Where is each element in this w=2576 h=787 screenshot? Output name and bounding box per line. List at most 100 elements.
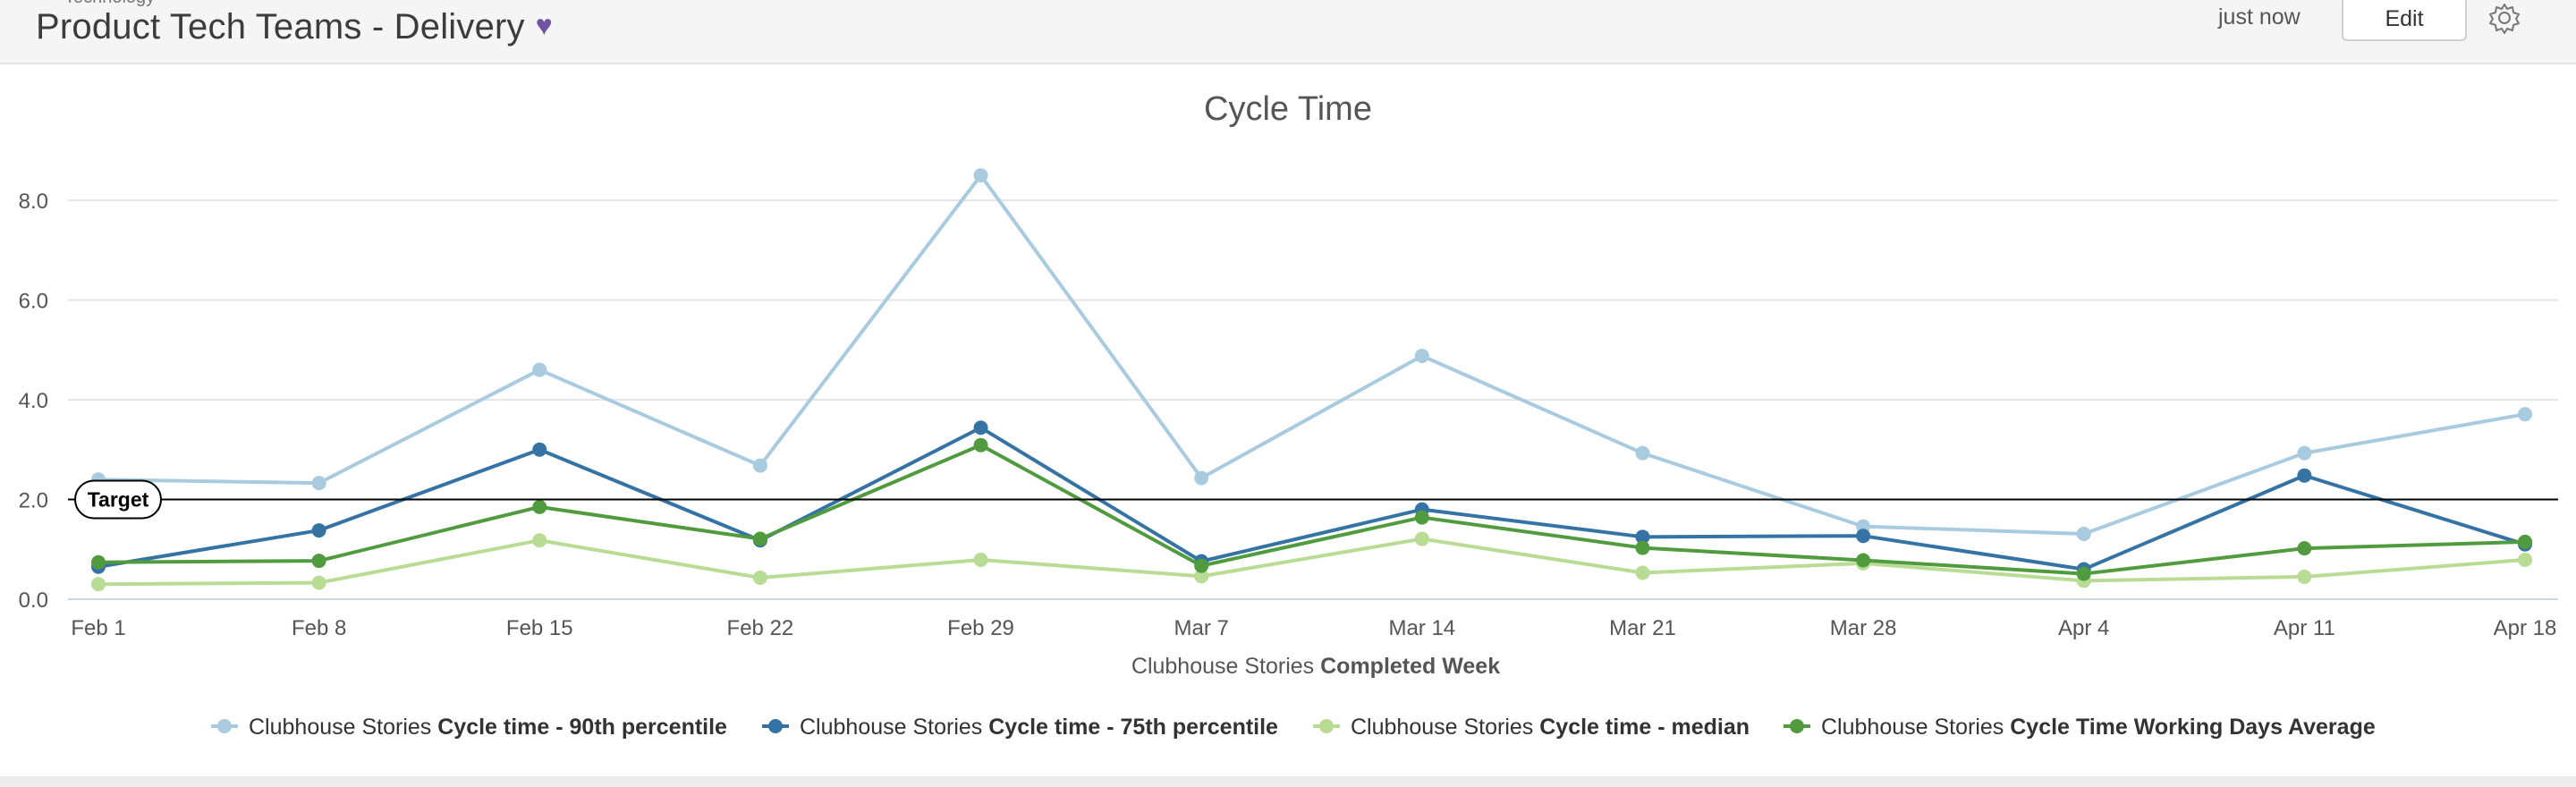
chart-title: Cycle Time xyxy=(1204,90,1372,128)
heart-icon[interactable]: ♥ xyxy=(535,9,553,41)
legend-swatch-dot xyxy=(1790,719,1804,733)
updated-status: just now xyxy=(2218,4,2301,30)
data-point xyxy=(2076,526,2091,541)
legend-label-name: Cycle time - 90th percentile xyxy=(437,715,727,740)
legend-swatch-dot xyxy=(217,719,232,733)
data-point xyxy=(2518,407,2532,422)
x-tick-label: Mar 7 xyxy=(1174,616,1229,640)
data-point xyxy=(2518,552,2532,567)
legend-swatch-dot xyxy=(1319,719,1334,733)
legend-item[interactable]: Clubhouse Stories Cycle Time Working Day… xyxy=(1784,715,2376,740)
series-2 xyxy=(91,420,2532,577)
legend-label-prefix: Clubhouse Stories xyxy=(249,715,437,740)
cycle-time-chart: Cycle Time 0.0 2.0 4.0 6.0 8.0 Feb 1 Feb 8 Feb… xyxy=(19,90,2558,740)
data-point xyxy=(311,523,326,538)
data-point xyxy=(752,458,767,473)
legend-label-prefix: Clubhouse Stories xyxy=(1821,715,2010,740)
data-point xyxy=(91,577,106,592)
y-tick-label: 0.0 xyxy=(19,588,48,613)
x-axis-label-prefix: Clubhouse Stories xyxy=(1131,654,1320,679)
data-point xyxy=(532,533,547,548)
gear-icon[interactable] xyxy=(2487,0,2522,36)
x-axis-label-bold: Completed Week xyxy=(1320,654,1500,679)
data-point xyxy=(973,437,988,453)
x-tick-label: Feb 22 xyxy=(727,616,794,640)
legend-item[interactable]: Clubhouse Stories Cycle time - 90th perc… xyxy=(211,715,727,740)
x-tick-label: Apr 11 xyxy=(2274,616,2335,640)
target-label: Target xyxy=(88,488,149,512)
legend-label: Clubhouse Stories Cycle time - 75th perc… xyxy=(800,715,1278,740)
series-4 xyxy=(91,437,2532,581)
data-point xyxy=(1856,529,1871,544)
data-point xyxy=(1194,470,1209,486)
page-title-text: Product Tech Teams - Delivery xyxy=(36,7,525,47)
x-tick-label: Feb 1 xyxy=(71,616,125,640)
data-point xyxy=(1635,445,1650,461)
legend-label: Clubhouse Stories Cycle time - median xyxy=(1351,715,1750,740)
data-point xyxy=(1414,348,1429,363)
breadcrumb[interactable]: Technology xyxy=(64,0,155,8)
data-point xyxy=(532,362,547,377)
target-badge-bg xyxy=(74,479,162,520)
series-line xyxy=(97,537,2526,587)
page-footer-strip xyxy=(0,776,2576,787)
chart-card: Cycle Time 0.0 2.0 4.0 6.0 8.0 Feb 1 Feb 8 Feb… xyxy=(0,64,2576,776)
x-tick-label: Feb 8 xyxy=(292,616,346,640)
legend-label-name: Cycle Time Working Days Average xyxy=(2010,715,2376,740)
legend-label-name: Cycle time - median xyxy=(1539,715,1750,740)
data-point xyxy=(1414,510,1429,525)
data-point xyxy=(1635,529,1650,545)
x-tick-label: Feb 15 xyxy=(506,616,573,640)
series-line xyxy=(97,443,2526,576)
data-point xyxy=(311,476,326,491)
legend-item[interactable]: Clubhouse Stories Cycle time - 75th perc… xyxy=(762,715,1278,740)
legend-item[interactable]: Clubhouse Stories Cycle time - median xyxy=(1313,715,1750,740)
x-axis-label: Clubhouse Stories Completed Week xyxy=(1131,654,1500,679)
x-tick-label: Mar 14 xyxy=(1388,616,1455,640)
x-tick-label: Apr 18 xyxy=(2494,616,2557,640)
data-point xyxy=(1414,531,1429,546)
y-tick-label: 4.0 xyxy=(19,389,48,413)
legend-swatch-dot xyxy=(768,719,783,733)
data-point xyxy=(91,554,106,570)
data-point xyxy=(752,531,767,546)
data-point xyxy=(1194,569,1209,584)
data-point xyxy=(1635,540,1650,555)
data-point xyxy=(532,442,547,457)
data-point xyxy=(2076,566,2091,581)
page-title: Product Tech Teams - Delivery ♥ xyxy=(36,7,553,47)
data-point xyxy=(1194,558,1209,573)
data-point xyxy=(2518,534,2532,549)
y-tick-label: 2.0 xyxy=(19,489,48,513)
data-point xyxy=(2297,468,2312,483)
series-3 xyxy=(91,531,2532,592)
data-point xyxy=(973,420,988,436)
data-point xyxy=(973,168,988,183)
target-badge: Target xyxy=(74,479,162,520)
data-point xyxy=(1856,553,1871,568)
series-line xyxy=(97,173,2526,536)
data-point xyxy=(973,552,988,567)
legend-label: Clubhouse Stories Cycle time - 90th perc… xyxy=(249,715,727,740)
x-tick-label: Mar 28 xyxy=(1830,616,1897,640)
edit-button[interactable]: Edit xyxy=(2342,0,2467,41)
dashboard-header: Technology Product Tech Teams - Delivery… xyxy=(0,0,2576,64)
legend-label-name: Cycle time - 75th percentile xyxy=(988,715,1278,740)
data-point xyxy=(532,499,547,514)
data-point xyxy=(2297,541,2312,556)
data-point xyxy=(752,571,767,586)
series-1 xyxy=(91,168,2532,541)
legend-label-prefix: Clubhouse Stories xyxy=(1351,715,1539,740)
data-point xyxy=(2297,569,2312,584)
data-point xyxy=(311,575,326,590)
x-tick-label: Apr 4 xyxy=(2058,616,2109,640)
y-tick-label: 6.0 xyxy=(19,290,48,314)
series-line xyxy=(97,426,2526,571)
x-tick-label: Mar 21 xyxy=(1609,616,1676,640)
data-point xyxy=(1635,565,1650,580)
legend-label-prefix: Clubhouse Stories xyxy=(800,715,988,740)
y-tick-label: 8.0 xyxy=(19,190,48,214)
data-point xyxy=(2297,445,2312,461)
x-tick-label: Feb 29 xyxy=(947,616,1014,640)
legend-label: Clubhouse Stories Cycle Time Working Day… xyxy=(1821,715,2376,740)
